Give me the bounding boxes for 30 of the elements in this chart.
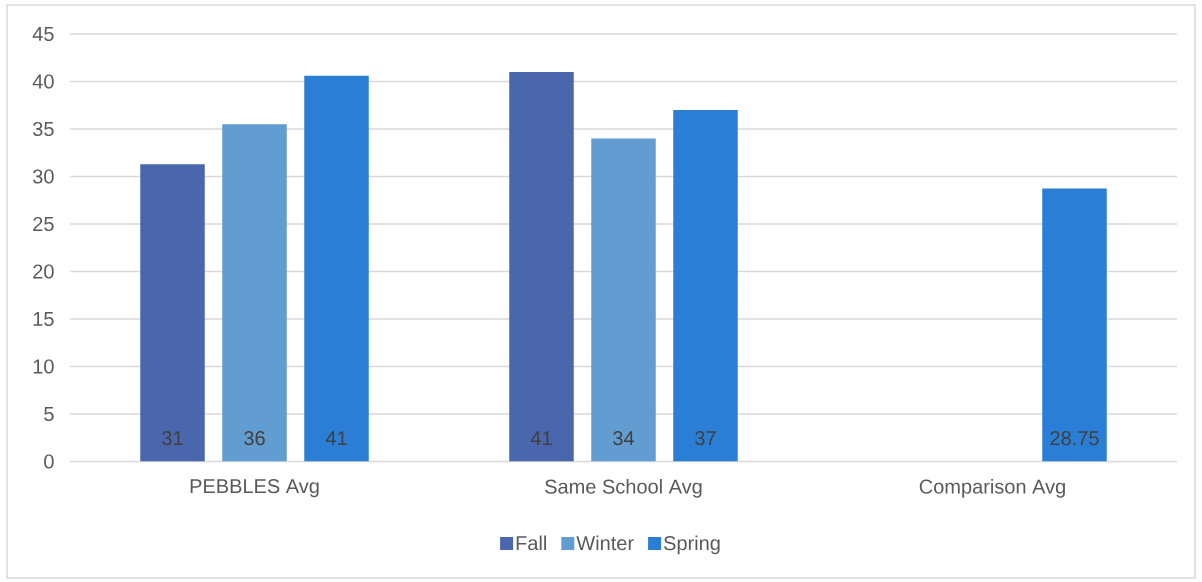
legend-label: Fall bbox=[516, 535, 546, 551]
x-tick-label: Comparison Avg bbox=[919, 479, 1065, 498]
data-label: 41 bbox=[530, 431, 552, 445]
y-tick-label: 15 bbox=[33, 312, 54, 326]
bar bbox=[140, 164, 205, 462]
data-label: 34 bbox=[613, 431, 635, 446]
legend-label: Spring bbox=[663, 535, 720, 555]
y-tick-label: 25 bbox=[33, 216, 54, 232]
data-label: 31 bbox=[162, 431, 183, 446]
data-label: 37 bbox=[695, 431, 716, 446]
x-tick-label: Same School Avg bbox=[545, 479, 702, 498]
bar bbox=[509, 72, 574, 462]
bar bbox=[304, 75, 369, 462]
y-tick-label: 20 bbox=[33, 264, 54, 279]
y-tick-label: 10 bbox=[33, 359, 54, 374]
data-label: 36 bbox=[244, 431, 265, 446]
y-tick-label: 30 bbox=[33, 169, 54, 184]
y-tick-label: 35 bbox=[33, 121, 54, 137]
y-tick-label: 0 bbox=[44, 454, 54, 469]
y-tick-label: 40 bbox=[32, 74, 54, 89]
data-label: 28.75 bbox=[1050, 431, 1099, 446]
data-label: 41 bbox=[325, 431, 347, 445]
x-tick-label: PEBBLES Avg bbox=[190, 479, 319, 498]
bar bbox=[673, 110, 738, 462]
bar bbox=[222, 124, 287, 462]
y-tick-label: 5 bbox=[44, 407, 54, 421]
bar bbox=[591, 138, 656, 462]
legend-label: Winter bbox=[576, 535, 634, 551]
bar bbox=[1042, 188, 1107, 462]
y-tick-label: 45 bbox=[32, 27, 54, 41]
